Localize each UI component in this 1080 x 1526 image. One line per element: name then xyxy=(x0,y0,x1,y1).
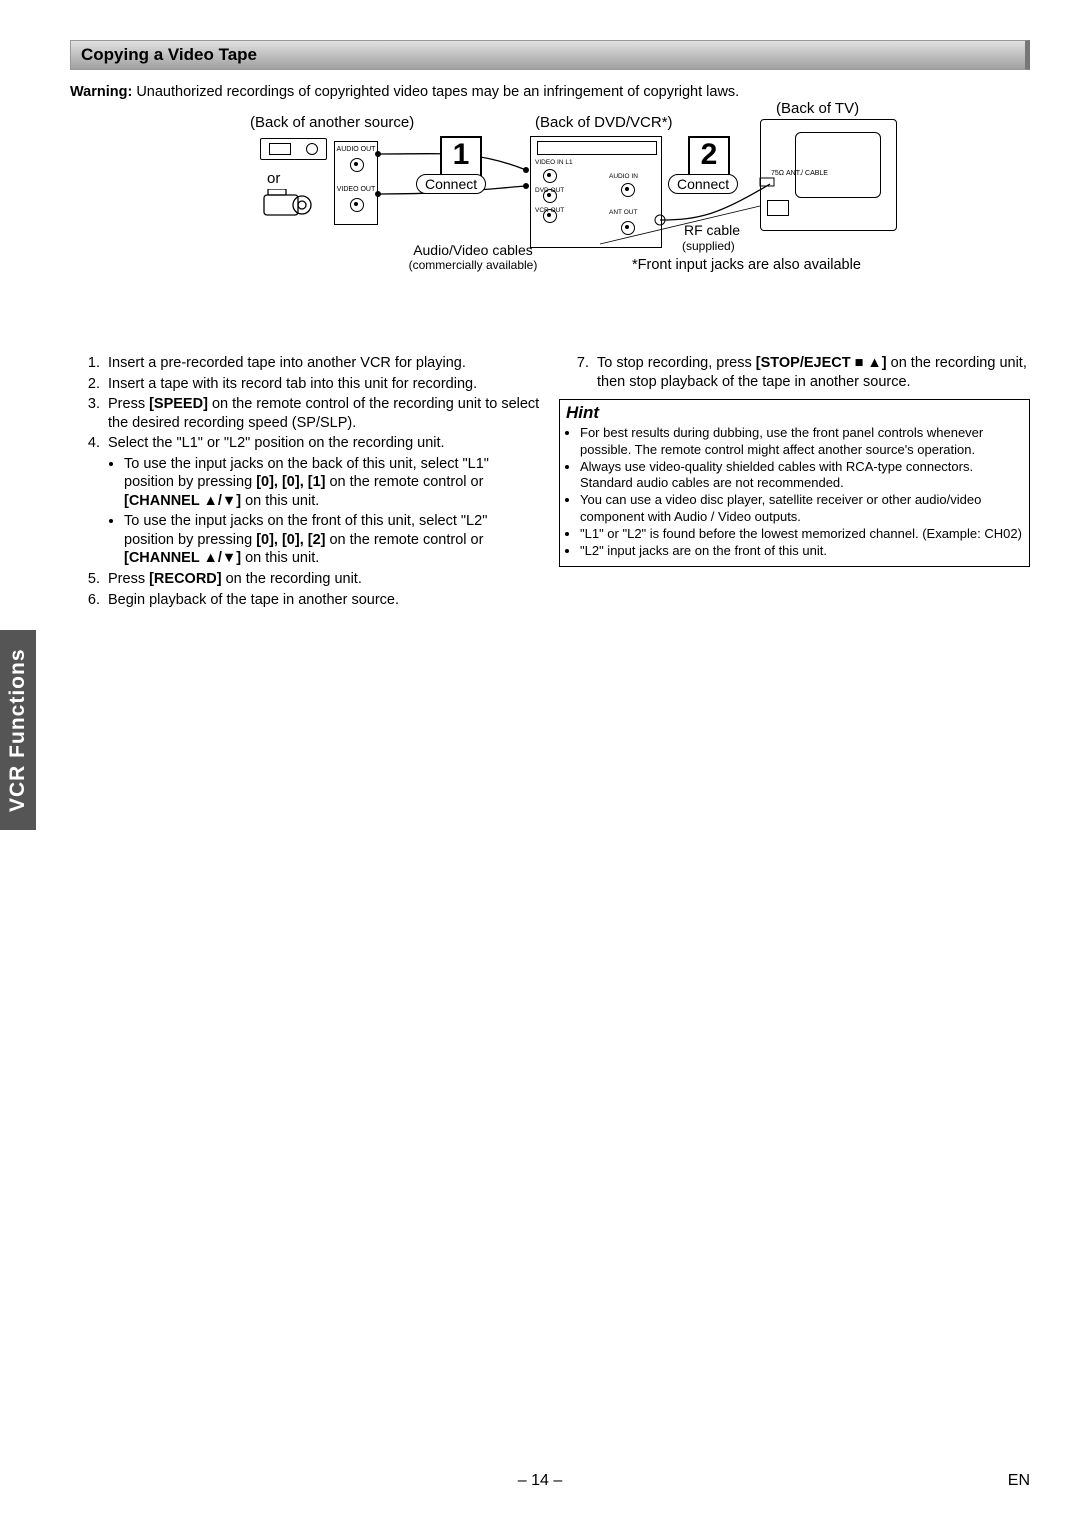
hint-2: Always use video-quality shielded cables… xyxy=(580,459,1023,492)
hint-5: "L2" input jacks are on the front of thi… xyxy=(580,543,1023,559)
warning-line: Warning: Unauthorized recordings of copy… xyxy=(70,84,1030,100)
step-3: Press [SPEED] on the remote control of t… xyxy=(104,395,541,432)
steps-list-right: To stop recording, press [STOP/EJECT ■ ▲… xyxy=(559,354,1030,391)
step-6: Begin playback of the tape in another so… xyxy=(104,591,541,610)
front-jacks-note: *Front input jacks are also available xyxy=(632,257,861,273)
procedure-right: To stop recording, press [STOP/EJECT ■ ▲… xyxy=(559,354,1030,611)
dvd-out-jack xyxy=(543,189,557,203)
warning-text: Unauthorized recordings of copyrighted v… xyxy=(132,84,739,100)
source-jack-panel: AUDIO OUT VIDEO OUT xyxy=(334,141,378,225)
page-body: Copying a Video Tape Warning: Unauthoriz… xyxy=(0,0,1080,1526)
hint-list: For best results during dubbing, use the… xyxy=(566,425,1023,559)
step-2-marker: 2 xyxy=(688,136,730,178)
rf-cable-label: RF cable xyxy=(684,222,740,238)
step-5: Press [RECORD] on the recording unit. xyxy=(104,570,541,589)
connect-1-label: Connect xyxy=(416,174,486,194)
tv-screen xyxy=(795,132,881,198)
hint-title: Hint xyxy=(566,402,1023,423)
audio-in-jack xyxy=(621,183,635,197)
page-number: – 14 – xyxy=(0,1472,1080,1490)
connect-2-label: Connect xyxy=(668,174,738,194)
rf-supplied-label: (supplied) xyxy=(682,239,735,253)
ant-out-label: ANT OUT xyxy=(609,209,637,216)
video-out-label: VIDEO OUT xyxy=(335,186,377,193)
or-text: or xyxy=(267,170,280,187)
dvdvcr-top-strip xyxy=(537,141,657,155)
vcr-out-jack xyxy=(543,209,557,223)
procedure-left: Insert a pre-recorded tape into another … xyxy=(70,354,541,611)
dvdvcr-label: (Back of DVD/VCR*) xyxy=(535,114,673,131)
camcorder-icon xyxy=(260,189,320,221)
step-4-sub-1: To use the input jacks on the back of th… xyxy=(124,455,541,511)
tv-label: (Back of TV) xyxy=(776,100,859,117)
audio-out-label: AUDIO OUT xyxy=(335,146,377,153)
section-heading: Copying a Video Tape xyxy=(70,40,1030,70)
warning-bold: Warning: xyxy=(70,84,132,100)
step-7: To stop recording, press [STOP/EJECT ■ ▲… xyxy=(593,354,1030,391)
step-2: Insert a tape with its record tab into t… xyxy=(104,375,541,394)
step-4-sub-2: To use the input jacks on the front of t… xyxy=(124,512,541,568)
dvdvcr-panel: VIDEO IN L1 DVD OUT VCR OUT AUDIO IN ANT… xyxy=(530,136,662,248)
source-label: (Back of another source) xyxy=(250,114,414,131)
connection-diagram: (Back of another source) or AUDIO OUT VI… xyxy=(160,114,1000,334)
video-in-l1-label: VIDEO IN L1 xyxy=(535,159,573,166)
step-4: Select the "L1" or "L2" position on the … xyxy=(104,434,541,568)
step-4-sub: To use the input jacks on the back of th… xyxy=(108,455,541,568)
tv-ant-connector: 75Ω ANT./ CABLE xyxy=(771,170,828,177)
audio-in-label: AUDIO IN xyxy=(609,173,638,180)
hint-3: You can use a video disc player, satelli… xyxy=(580,492,1023,525)
page-lang: EN xyxy=(1008,1472,1030,1490)
hint-box: Hint For best results during dubbing, us… xyxy=(559,399,1030,567)
hint-1: For best results during dubbing, use the… xyxy=(580,425,1023,458)
video-out-jack xyxy=(350,198,364,212)
source-vcr-icon xyxy=(260,138,327,160)
audio-out-jack xyxy=(350,158,364,172)
step-1-marker: 1 xyxy=(440,136,482,178)
ant-out-jack xyxy=(621,221,635,235)
hint-4: "L1" or "L2" is found before the lowest … xyxy=(580,526,1023,542)
video-in-jack xyxy=(543,169,557,183)
steps-list-left: Insert a pre-recorded tape into another … xyxy=(70,354,541,609)
tv-back-icon: 75Ω ANT./ CABLE xyxy=(760,119,897,231)
step-1: Insert a pre-recorded tape into another … xyxy=(104,354,541,373)
tv-ant-jack xyxy=(767,200,789,216)
procedure-columns: Insert a pre-recorded tape into another … xyxy=(70,354,1030,611)
